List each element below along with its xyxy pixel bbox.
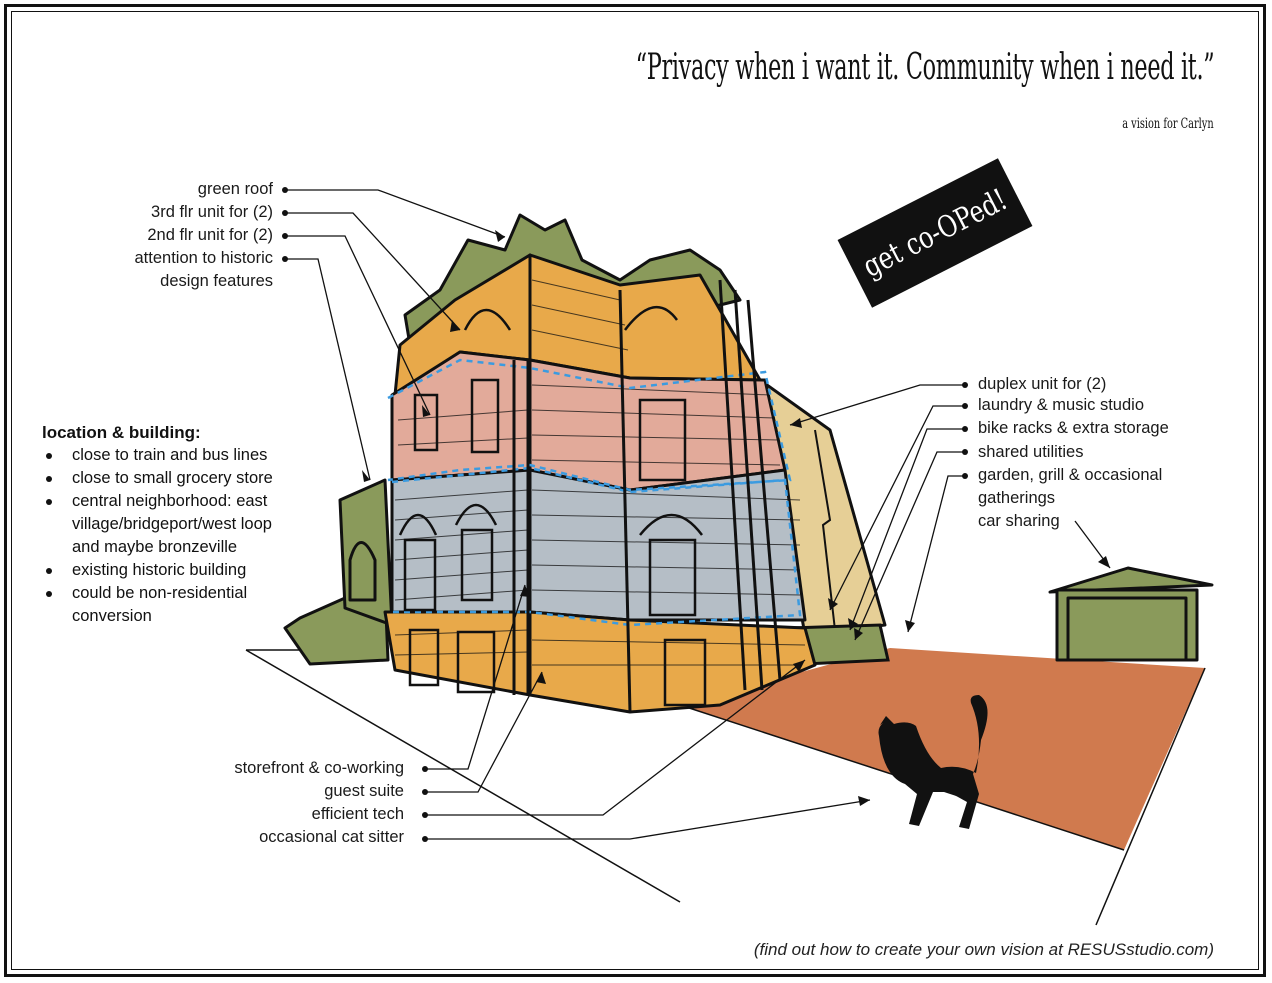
cat-silhouette-icon	[878, 695, 988, 829]
label-2nd-floor: 2nd flr unit for (2)	[147, 226, 273, 244]
label-bike-racks: bike racks & extra storage	[978, 419, 1169, 437]
label-car-sharing: car sharing	[978, 512, 1060, 530]
leader-lines	[285, 189, 1111, 840]
location-heading: location & building:	[42, 423, 201, 442]
label-storefront: storefront & co-working	[234, 759, 404, 777]
coop-badge: get co-OPed!	[837, 158, 1033, 308]
list-item: could be non-residential conversion	[42, 582, 273, 628]
label-historic-2: design features	[160, 272, 273, 290]
list-item: close to train and bus lines	[42, 444, 273, 467]
label-shared-utilities: shared utilities	[978, 443, 1084, 461]
label-3rd-floor: 3rd flr unit for (2)	[151, 203, 273, 221]
label-garden-2: gatherings	[978, 489, 1056, 507]
label-laundry: laundry & music studio	[978, 396, 1144, 414]
list-item: central neighborhood: east village/bridge…	[42, 490, 273, 559]
left-wing	[283, 478, 394, 666]
list-item: existing historic building	[42, 559, 273, 582]
page-subtitle: a vision for Carlyn	[1122, 116, 1214, 132]
label-guest-suite: guest suite	[324, 782, 404, 800]
garage-icon	[1048, 566, 1214, 662]
label-green-roof: green roof	[197, 180, 273, 198]
outer-frame	[4, 4, 1266, 977]
label-efficient-tech: efficient tech	[311, 805, 404, 823]
label-cat-sitter: occasional cat sitter	[259, 828, 404, 846]
label-historic-1: attention to historic	[134, 249, 274, 267]
footer-note: (find out how to create your own vision …	[753, 940, 1214, 959]
list-item: close to small grocery store	[42, 467, 273, 490]
location-list: location & building: close to train and …	[42, 421, 273, 628]
inner-frame	[11, 11, 1259, 970]
label-garden-1: garden, grill & occasional	[978, 466, 1163, 484]
unit-outline-dashed	[387, 358, 792, 492]
label-duplex: duplex unit for (2)	[978, 375, 1107, 393]
page-title: “Privacy when i want it. Community when …	[635, 47, 1214, 88]
yard-area	[680, 648, 1205, 850]
building-main	[383, 213, 817, 714]
